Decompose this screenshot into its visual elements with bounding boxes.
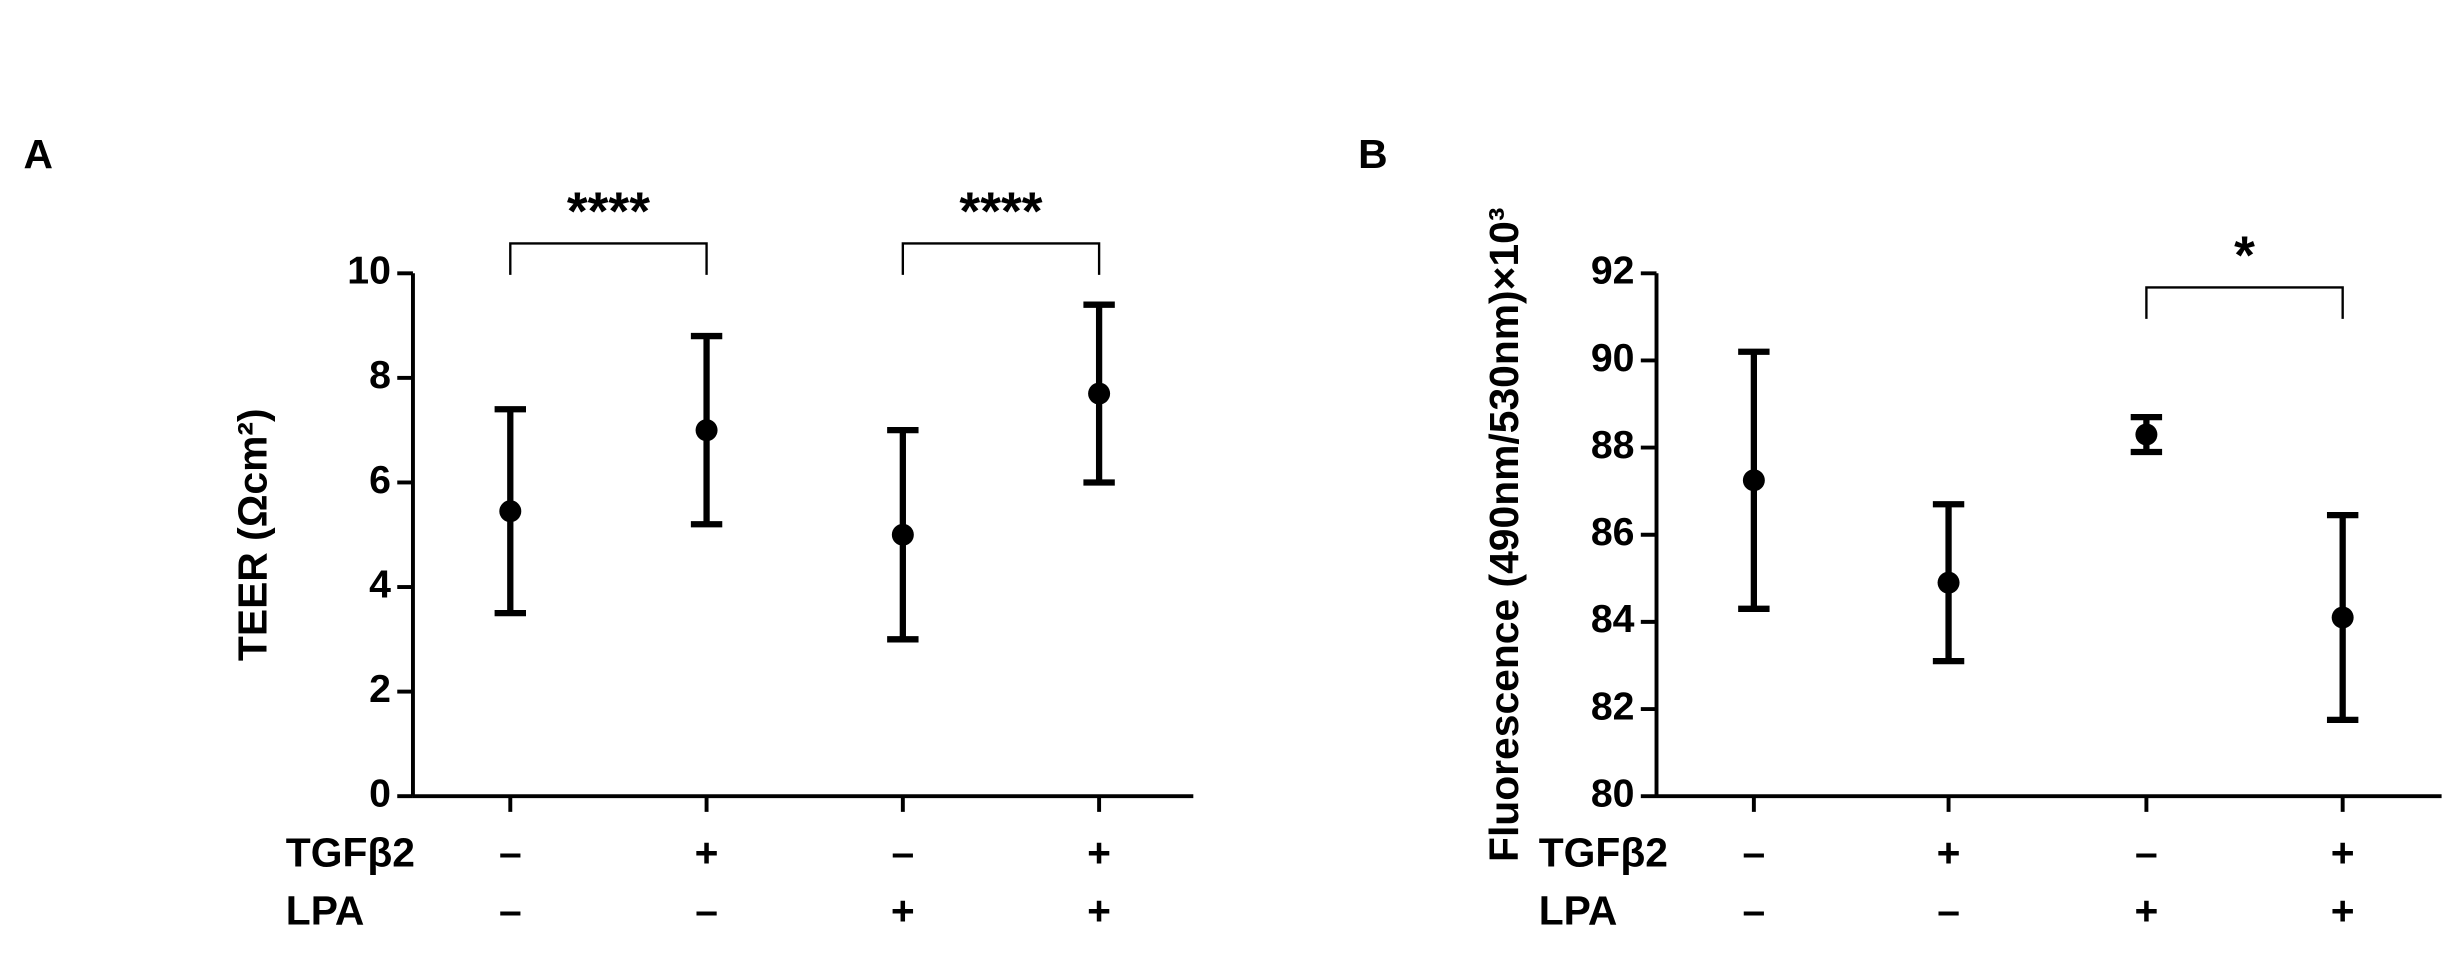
y-tick-label: 80 — [1591, 772, 1635, 816]
significance-label: **** — [959, 182, 1042, 241]
y-axis-label: TEER (Ωcm²) — [230, 408, 276, 661]
condition-sign: – — [1937, 888, 1960, 934]
y-tick-label: 88 — [1591, 423, 1635, 467]
condition-sign: + — [1937, 830, 1961, 876]
condition-sign: – — [891, 830, 914, 876]
significance-label: * — [2234, 226, 2255, 285]
mean-point — [2135, 423, 2158, 446]
mean-point — [695, 419, 718, 442]
condition-sign: + — [2331, 888, 2355, 934]
y-axis-label: Fluorescence (490nm/530nm)×10³ — [1481, 208, 1527, 862]
y-tick-label: 84 — [1591, 597, 1635, 641]
significance-bracket — [509, 242, 708, 275]
condition-sign: + — [2331, 830, 2355, 876]
condition-sign: + — [891, 888, 915, 934]
condition-sign: – — [499, 830, 522, 876]
y-tick-label: 0 — [369, 772, 391, 816]
y-tick-label: 4 — [369, 562, 391, 606]
condition-sign: + — [2134, 888, 2158, 934]
condition-sign: + — [1087, 888, 1111, 934]
condition-sign: – — [695, 888, 718, 934]
mean-point — [499, 500, 522, 523]
y-tick-label: 86 — [1591, 510, 1635, 554]
condition-sign: – — [1743, 888, 1766, 934]
condition-sign: + — [1087, 830, 1111, 876]
condition-sign: – — [2135, 830, 2158, 876]
mean-point — [1742, 469, 1765, 492]
mean-point — [2331, 606, 2354, 629]
condition-name: LPA — [286, 888, 365, 934]
y-tick-label: 92 — [1591, 249, 1635, 293]
y-tick-label: 6 — [369, 458, 391, 502]
y-tick-label: 82 — [1591, 684, 1635, 728]
significance-label: **** — [567, 182, 650, 241]
condition-sign: + — [695, 830, 719, 876]
y-tick-label: 2 — [369, 667, 391, 711]
y-tick-label: 8 — [369, 353, 391, 397]
condition-name: TGFβ2 — [286, 830, 415, 876]
y-tick-label: 10 — [347, 249, 391, 293]
condition-sign: – — [499, 888, 522, 934]
mean-point — [891, 523, 914, 546]
mean-point — [1937, 571, 1960, 594]
significance-bracket — [901, 242, 1101, 275]
significance-bracket — [2145, 286, 2344, 319]
y-tick-label: 90 — [1591, 336, 1635, 380]
panel-label: A — [24, 131, 53, 177]
condition-name: LPA — [1539, 888, 1618, 934]
condition-name: TGFβ2 — [1539, 830, 1668, 876]
condition-sign: – — [1743, 830, 1766, 876]
panel-label: B — [1358, 131, 1387, 177]
mean-point — [1088, 382, 1111, 405]
